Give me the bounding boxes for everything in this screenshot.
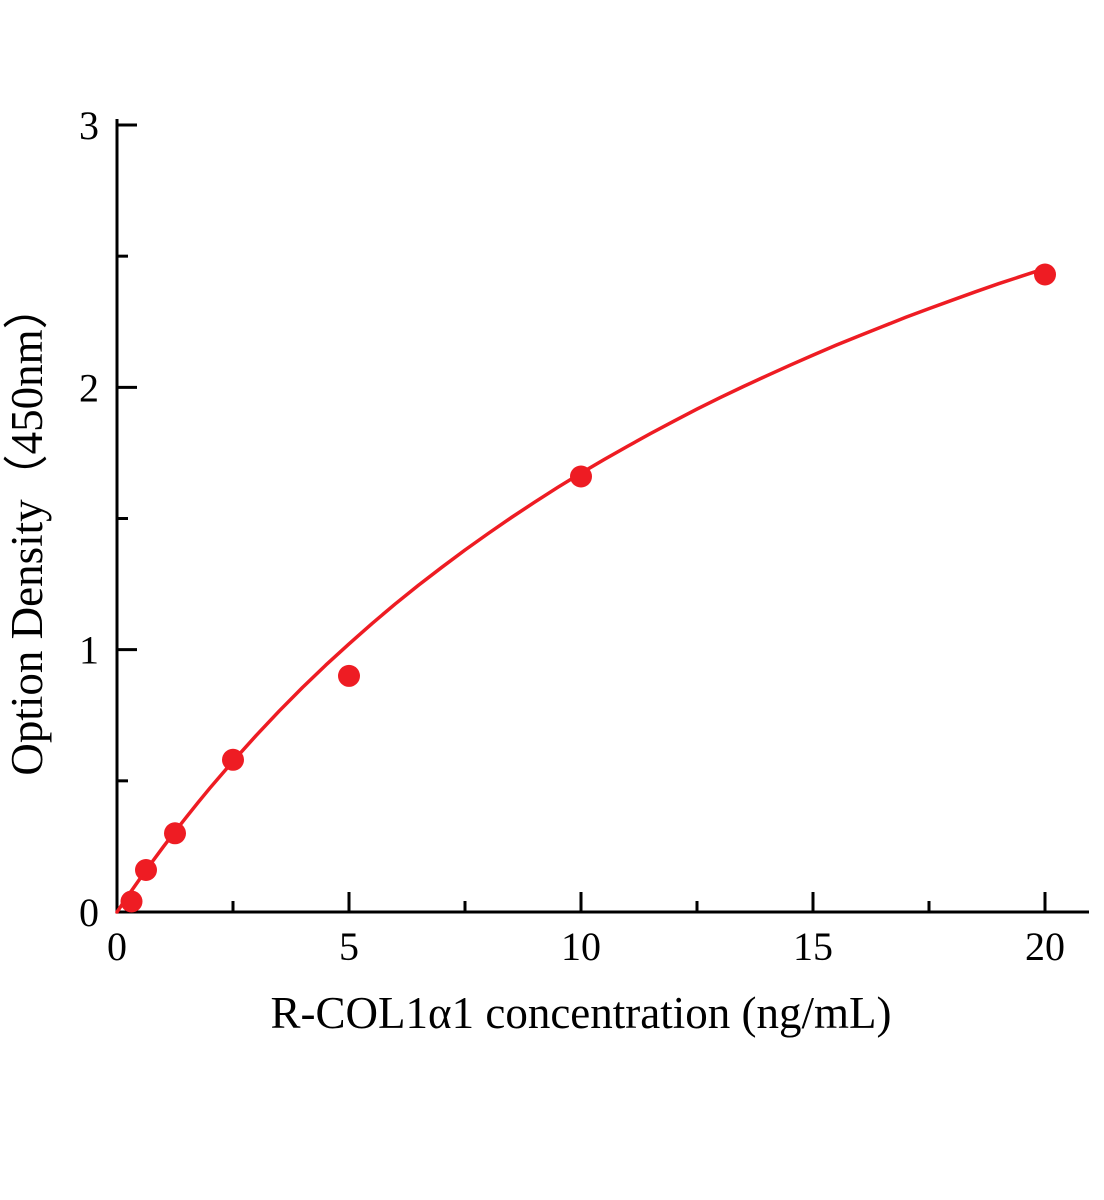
data-point-marker xyxy=(570,465,592,488)
x-tick-label: 20 xyxy=(1025,924,1065,969)
x-tick-label: 0 xyxy=(107,924,127,969)
data-point-marker xyxy=(1034,263,1056,286)
y-tick-label: 0 xyxy=(79,890,99,935)
tick-marks xyxy=(115,123,1047,914)
fit-curve-line xyxy=(115,266,1047,914)
x-axis-title: R-COL1α1 concentration (ng/mL) xyxy=(271,988,892,1038)
data-points xyxy=(120,263,1056,913)
tick-labels: 0 5 10 15 20 0 1 2 3 xyxy=(79,103,1065,969)
y-tick-label: 1 xyxy=(79,628,99,673)
y-axis-title: Option Density（450nm） xyxy=(2,284,52,775)
x-tick-label: 5 xyxy=(339,924,359,969)
x-tick-label: 10 xyxy=(561,924,601,969)
data-point-marker xyxy=(338,664,360,687)
y-tick-label: 2 xyxy=(79,365,99,410)
y-tick-label: 3 xyxy=(79,103,99,148)
data-point-marker xyxy=(135,859,157,881)
x-tick-label: 15 xyxy=(793,924,833,969)
data-point-marker xyxy=(164,822,186,845)
axes xyxy=(115,119,1089,914)
data-point-marker xyxy=(120,890,143,913)
data-point-marker xyxy=(222,748,244,771)
